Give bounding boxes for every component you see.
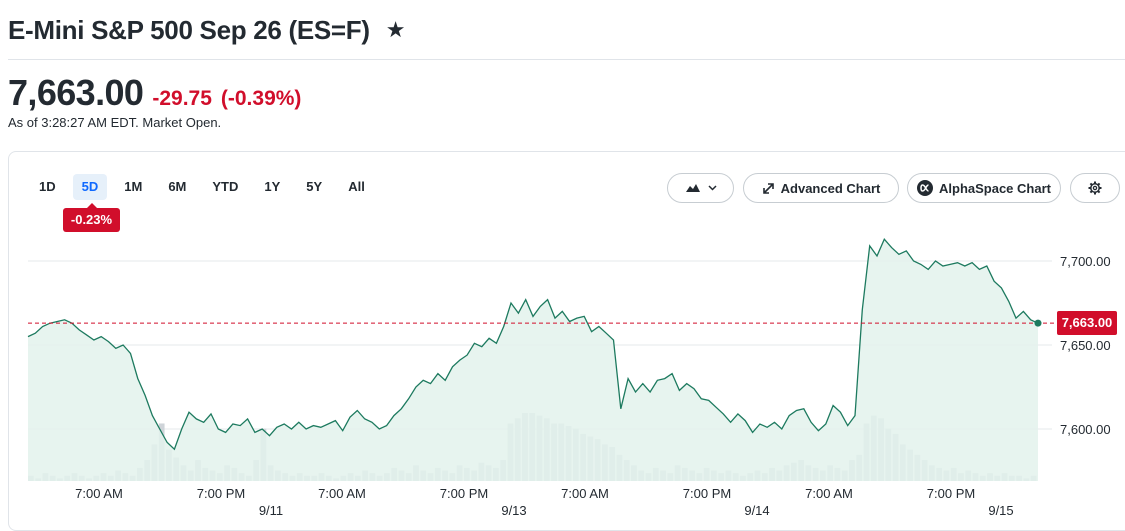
chevron-down-icon [707, 185, 717, 191]
y-tick-label-0: 7,600.00 [1060, 422, 1111, 437]
range-tab-6m[interactable]: 6M [168, 179, 187, 194]
star-icon[interactable]: ★ [385, 17, 406, 42]
expand-arrows-icon [762, 182, 775, 195]
range-tab-1d[interactable]: 1D [39, 179, 56, 194]
x-date-label-7: 9/15 [988, 503, 1013, 518]
x-tick-label-5: 7:00 PM [683, 486, 731, 501]
as-of-timestamp: As of 3:28:27 AM EDT. Market Open. [8, 115, 222, 130]
price-change: -29.75 [152, 87, 212, 110]
mountain-chart-icon [685, 182, 701, 194]
x-date-label-3: 9/13 [501, 503, 526, 518]
x-tick-label-2: 7:00 AM [318, 486, 366, 501]
x-tick-label-0: 7:00 AM [75, 486, 123, 501]
x-tick-label-7: 7:00 PM [927, 486, 975, 501]
alphaspace-logo-icon [917, 180, 933, 196]
range-tab-1y[interactable]: 1Y [264, 179, 281, 194]
last-point [1034, 319, 1042, 327]
title-row: E-Mini S&P 500 Sep 26 (ES=F) ★ [8, 12, 405, 48]
x-tick-label-3: 7:00 PM [440, 486, 488, 501]
advanced-chart-button[interactable]: Advanced Chart [743, 173, 899, 203]
range-tab-all[interactable]: All [348, 179, 365, 194]
price-chart[interactable]: 7,600.00 7,650.00 7,700.00 7:00 AM 7:00 PM 9/… [0, 230, 1125, 520]
quote-row: 7,663.00 -29.75 (-0.39%) [8, 72, 301, 114]
settings-button[interactable] [1070, 173, 1120, 203]
y-tick-label-1: 7,650.00 [1060, 338, 1111, 353]
advanced-chart-label: Advanced Chart [780, 180, 881, 196]
top-strip [0, 0, 1125, 4]
divider [8, 59, 1125, 60]
x-tick-label-1: 7:00 PM [197, 486, 245, 501]
alphaspace-chart-label: AlphaSpace Chart [939, 180, 1051, 196]
x-tick-label-4: 7:00 AM [561, 486, 609, 501]
y-tick-label-2: 7,700.00 [1060, 254, 1111, 269]
range-tab-ytd[interactable]: YTD [212, 179, 239, 194]
page-title: E-Mini S&P 500 Sep 26 (ES=F) [8, 14, 370, 45]
range-change-tooltip: -0.23% [63, 203, 120, 232]
range-tab-5d[interactable]: 5D [72, 174, 108, 200]
range-tab-1m[interactable]: 1M [124, 179, 143, 194]
x-date-label-5: 9/14 [744, 503, 769, 518]
alphaspace-chart-button[interactable]: AlphaSpace Chart [907, 173, 1061, 203]
range-tab-5y[interactable]: 5Y [306, 179, 323, 194]
price-change-percent: (-0.39%) [220, 87, 302, 110]
x-date-label-1: 9/11 [259, 503, 283, 518]
x-tick-label-6: 7:00 AM [805, 486, 853, 501]
range-tabs: 1D 5D 1M 6M YTD 1Y 5Y All [30, 174, 382, 200]
last-price-tag: 7,663.00 [1057, 311, 1117, 335]
gear-icon [1088, 181, 1102, 195]
chart-type-button[interactable] [667, 173, 734, 203]
price-line [27, 237, 1039, 451]
price-area [28, 239, 1038, 481]
price-value: 7,663.00 [8, 72, 144, 113]
